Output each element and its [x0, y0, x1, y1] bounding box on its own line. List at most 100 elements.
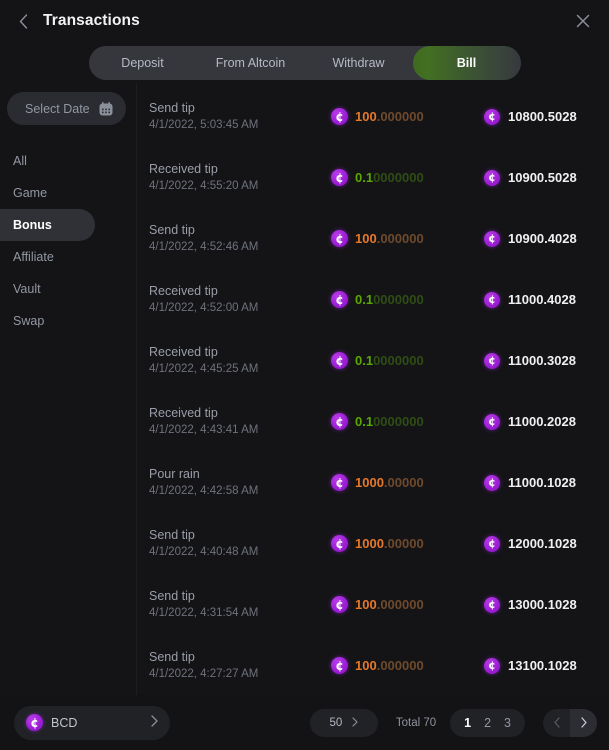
sidebar-item-bonus[interactable]: Bonus — [0, 209, 95, 241]
chevron-right-icon — [151, 714, 158, 732]
transaction-info: Send tip 4/1/2022, 4:52:46 AM — [149, 221, 331, 256]
amount-whole: 0.1 — [355, 292, 374, 307]
amount-whole: 100 — [355, 109, 377, 124]
transaction-amount-value: 1000.00000 — [355, 536, 424, 551]
transaction-type: Send tip — [149, 588, 195, 603]
transaction-list[interactable]: Send tip 4/1/2022, 5:03:45 AM ¢ 100.000000 ¢… — [137, 84, 609, 695]
back-icon[interactable] — [12, 10, 34, 32]
tab-from-altcoin-label: From Altcoin — [215, 56, 286, 70]
coin-icon: ¢ — [484, 169, 500, 186]
transaction-row[interactable]: Send tip 4/1/2022, 4:27:27 AM ¢ 100.000000 ¢… — [137, 635, 609, 695]
transaction-amount-value: 0.10000000 — [355, 170, 424, 185]
transaction-info: Send tip 4/1/2022, 4:40:48 AM — [149, 526, 331, 561]
tab-withdraw-label: Withdraw — [332, 56, 385, 70]
transaction-type: Received tip — [149, 344, 218, 359]
transaction-amount-value: 0.10000000 — [355, 292, 424, 307]
amount-fraction: 0000000 — [373, 170, 424, 185]
select-date-input[interactable]: Select Date — [7, 92, 126, 125]
coin-icon: ¢ — [331, 352, 348, 369]
coin-icon: ¢ — [331, 291, 348, 308]
coin-icon: ¢ — [484, 474, 500, 491]
transaction-row[interactable]: Send tip 4/1/2022, 4:52:46 AM ¢ 100.000000 ¢… — [137, 208, 609, 269]
transaction-amount-value: 0.10000000 — [355, 414, 424, 429]
transaction-timestamp: 4/1/2022, 5:03:45 AM — [149, 118, 259, 131]
coin-icon: ¢ — [331, 474, 348, 491]
page-size-select[interactable]: 50 — [309, 708, 378, 737]
tab-withdraw[interactable]: Withdraw — [305, 46, 413, 80]
coin-icon: ¢ — [484, 657, 500, 674]
tab-deposit-label: Deposit — [121, 56, 164, 70]
transaction-type: Received tip — [149, 283, 218, 298]
sidebar-item-game[interactable]: Game — [0, 177, 95, 209]
transaction-balance-value: 13100.1028 — [508, 658, 577, 673]
transaction-row[interactable]: Received tip 4/1/2022, 4:45:25 AM ¢ 0.10000… — [137, 330, 609, 391]
pagination-arrows — [543, 708, 597, 737]
coin-select-button[interactable]: ¢ BCD — [14, 705, 170, 740]
coin-icon: ¢ — [331, 169, 348, 186]
transaction-amount: ¢ 100.000000 — [331, 657, 484, 674]
transaction-info: Send tip 4/1/2022, 4:31:54 AM — [149, 587, 331, 622]
page-number-2[interactable]: 2 — [484, 715, 492, 730]
page-number-3[interactable]: 3 — [504, 715, 511, 730]
transaction-row[interactable]: Received tip 4/1/2022, 4:55:20 AM ¢ 0.10000… — [137, 147, 609, 208]
transaction-type: Pour rain — [149, 466, 200, 481]
transaction-amount: ¢ 100.000000 — [331, 596, 484, 613]
transaction-amount: ¢ 0.10000000 — [331, 352, 484, 369]
transaction-balance: ¢ 10900.4028 — [484, 230, 599, 247]
transaction-balance: ¢ 13000.1028 — [484, 596, 599, 613]
transaction-info: Pour rain 4/1/2022, 4:42:58 AM — [149, 465, 331, 500]
tab-bill[interactable]: Bill — [412, 46, 521, 80]
coin-icon: ¢ — [484, 535, 500, 552]
transaction-row[interactable]: Received tip 4/1/2022, 4:43:41 AM ¢ 0.10000… — [137, 391, 609, 452]
next-page-button[interactable] — [570, 708, 597, 737]
transaction-type: Send tip — [149, 649, 195, 664]
amount-fraction: .00000 — [383, 536, 424, 551]
amount-fraction: .000000 — [376, 658, 424, 673]
transaction-timestamp: 4/1/2022, 4:52:00 AM — [149, 301, 259, 314]
transaction-amount-value: 100.000000 — [355, 109, 424, 124]
prev-page-button[interactable] — [543, 709, 570, 737]
transaction-amount-value: 1000.00000 — [355, 475, 424, 490]
transaction-balance-value: 10900.5028 — [508, 170, 577, 185]
transaction-amount: ¢ 100.000000 — [331, 108, 484, 125]
transaction-row[interactable]: Pour rain 4/1/2022, 4:42:58 AM ¢ 1000.00000… — [137, 452, 609, 513]
close-icon[interactable] — [571, 9, 595, 33]
transaction-balance: ¢ 10800.5028 — [484, 108, 599, 125]
transaction-amount-value: 100.000000 — [355, 658, 424, 673]
transaction-balance-value: 11000.3028 — [508, 353, 576, 368]
transaction-info: Received tip 4/1/2022, 4:55:20 AM — [149, 160, 331, 195]
sidebar-item-swap-label: Swap — [13, 314, 45, 328]
coin-icon: ¢ — [331, 413, 348, 430]
amount-whole: 1000 — [355, 475, 384, 490]
tab-deposit[interactable]: Deposit — [89, 46, 197, 80]
transaction-info: Received tip 4/1/2022, 4:45:25 AM — [149, 343, 331, 378]
transaction-row[interactable]: Send tip 4/1/2022, 4:31:54 AM ¢ 100.000000 ¢… — [137, 574, 609, 635]
sidebar-item-affiliate[interactable]: Affiliate — [0, 241, 95, 273]
transaction-row[interactable]: Send tip 4/1/2022, 5:03:45 AM ¢ 100.000000 ¢… — [137, 86, 609, 147]
coin-icon: ¢ — [484, 230, 500, 247]
page-title: Transactions — [43, 12, 140, 29]
transaction-row[interactable]: Received tip 4/1/2022, 4:52:00 AM ¢ 0.10000… — [137, 269, 609, 330]
transaction-row[interactable]: Send tip 4/1/2022, 4:40:48 AM ¢ 1000.00000 ¢… — [137, 513, 609, 574]
amount-fraction: .000000 — [376, 231, 424, 246]
amount-fraction: 0000000 — [373, 292, 424, 307]
transaction-timestamp: 4/1/2022, 4:55:20 AM — [149, 179, 259, 192]
page-number-1[interactable]: 1 — [464, 715, 472, 730]
sidebar-item-all[interactable]: All — [0, 145, 95, 177]
amount-fraction: 0000000 — [373, 414, 424, 429]
transaction-type: Send tip — [149, 222, 195, 237]
coin-icon: ¢ — [331, 535, 348, 552]
transaction-timestamp: 4/1/2022, 4:43:41 AM — [149, 423, 259, 436]
transaction-timestamp: 4/1/2022, 4:42:58 AM — [149, 484, 259, 497]
page-size-label: 50 — [329, 716, 343, 729]
tab-from-altcoin[interactable]: From Altcoin — [197, 46, 305, 80]
sidebar: Select Date — [0, 84, 137, 695]
sidebar-item-swap[interactable]: Swap — [0, 305, 95, 337]
amount-fraction: .00000 — [383, 475, 424, 490]
transaction-info: Send tip 4/1/2022, 5:03:45 AM — [149, 99, 331, 134]
sidebar-item-bonus-label: Bonus — [13, 218, 52, 232]
transaction-balance: ¢ 11000.4028 — [484, 291, 599, 308]
transaction-timestamp: 4/1/2022, 4:27:27 AM — [149, 667, 259, 680]
sidebar-item-vault[interactable]: Vault — [0, 273, 95, 305]
